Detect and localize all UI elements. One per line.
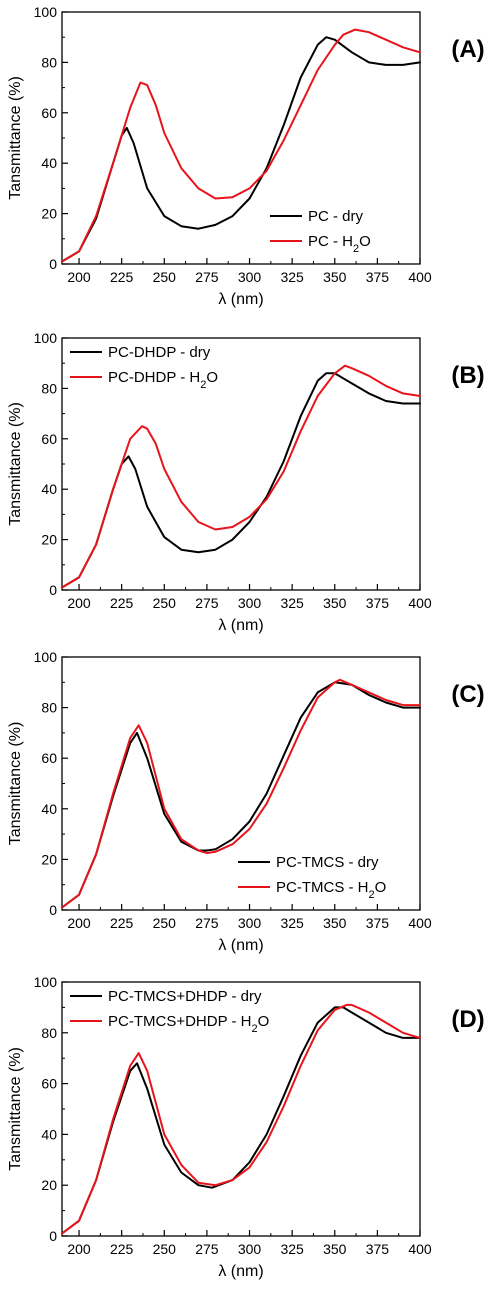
x-tick-label: 300 — [238, 269, 262, 285]
legend-label-2: PC-DHDP - H2O — [108, 369, 218, 391]
legend-label-1: PC - dry — [308, 208, 364, 225]
y-tick-label: 80 — [41, 700, 57, 716]
legend-label-1: PC-TMCS - dry — [276, 854, 379, 871]
x-tick-label: 300 — [238, 595, 262, 611]
x-tick-label: 325 — [280, 269, 304, 285]
x-tick-label: 325 — [280, 1241, 304, 1257]
plot-frame — [61, 11, 421, 265]
legend-label-2: PC-TMCS - H2O — [276, 879, 386, 901]
x-tick-label: 200 — [67, 1241, 91, 1257]
y-tick-label: 80 — [41, 54, 57, 70]
panel-label: (A) — [451, 36, 484, 63]
x-tick-label: 250 — [153, 915, 177, 931]
y-tick-label: 40 — [41, 155, 57, 171]
x-tick-label: 250 — [153, 269, 177, 285]
y-tick-label: 60 — [41, 1076, 57, 1092]
y-tick-label: 20 — [41, 206, 57, 222]
y-tick-label: 20 — [41, 1177, 57, 1193]
y-tick-label: 0 — [49, 256, 57, 272]
x-tick-label: 275 — [195, 915, 219, 931]
x-tick-label: 375 — [366, 1241, 390, 1257]
x-tick-label: 200 — [67, 269, 91, 285]
y-tick-label: 40 — [41, 801, 57, 817]
x-tick-label: 200 — [67, 595, 91, 611]
x-tick-label: 275 — [195, 595, 219, 611]
chart-panel-2: 200 225 250 275 300 325 350 375 400 0 20 40 60 80 100 λ… — [7, 330, 485, 634]
x-tick-label: 225 — [110, 269, 134, 285]
x-tick-label: 200 — [67, 915, 91, 931]
series-line-2 — [61, 678, 421, 909]
series-line-2 — [61, 364, 421, 589]
x-tick-label: 250 — [153, 1241, 177, 1257]
chart-panel-3: 200 225 250 275 300 325 350 375 400 0 20 40 60 80 100 λ… — [7, 649, 485, 954]
y-tick-label: 0 — [49, 902, 57, 918]
y-tick-label: 100 — [34, 974, 58, 990]
y-tick-label: 40 — [41, 481, 57, 497]
legend: PC-TMCS - dry PC-TMCS - H2O — [238, 854, 386, 901]
series-line-1 — [61, 681, 421, 909]
x-tick-label: 375 — [366, 269, 390, 285]
y-tick-label: 60 — [41, 105, 57, 121]
y-tick-label: 0 — [49, 582, 57, 598]
legend: PC-TMCS+DHDP - dry PC-TMCS+DHDP - H2O — [70, 988, 269, 1035]
x-tick-label: 300 — [238, 1241, 262, 1257]
series-line-1 — [61, 36, 421, 263]
x-tick-label: 225 — [110, 915, 134, 931]
series-line-2 — [61, 1003, 421, 1235]
x-tick-label: 275 — [195, 1241, 219, 1257]
x-tick-label: 250 — [153, 595, 177, 611]
x-tick-label: 225 — [110, 1241, 134, 1257]
x-tick-label: 400 — [408, 595, 432, 611]
legend-label-2: PC - H2O — [308, 233, 371, 255]
x-tick-label: 375 — [366, 915, 390, 931]
panel-label: (C) — [451, 681, 484, 708]
x-axis-title: λ (nm) — [218, 291, 263, 308]
legend-label-2: PC-TMCS+DHDP - H2O — [108, 1013, 269, 1035]
y-tick-label: 100 — [34, 649, 58, 665]
y-tick-label: 80 — [41, 380, 57, 396]
y-tick-label: 0 — [49, 1228, 57, 1244]
y-axis-title: Tansmittance (%) — [7, 722, 24, 846]
x-tick-label: 375 — [366, 595, 390, 611]
y-axis-title: Tansmittance (%) — [7, 402, 24, 526]
x-tick-label: 325 — [280, 915, 304, 931]
x-tick-label: 350 — [323, 1241, 347, 1257]
x-tick-label: 350 — [323, 915, 347, 931]
x-tick-label: 350 — [323, 595, 347, 611]
x-tick-label: 325 — [280, 595, 304, 611]
legend: PC - dry PC - H2O — [270, 208, 371, 255]
y-tick-label: 20 — [41, 851, 57, 867]
y-axis-title: Tansmittance (%) — [7, 1047, 24, 1171]
chart-panel-1: 200 225 250 275 300 325 350 375 400 0 20 40 60 80 100 λ… — [7, 4, 485, 308]
y-tick-label: 60 — [41, 431, 57, 447]
x-axis-title: λ (nm) — [218, 937, 263, 954]
x-axis-title: λ (nm) — [218, 1263, 263, 1280]
y-tick-label: 100 — [34, 4, 58, 20]
legend-label-1: PC-DHDP - dry — [108, 344, 211, 361]
x-tick-label: 400 — [408, 915, 432, 931]
legend-label-1: PC-TMCS+DHDP - dry — [108, 988, 262, 1005]
x-tick-label: 350 — [323, 269, 347, 285]
panel-label: (D) — [451, 1006, 484, 1033]
y-axis-title: Tansmittance (%) — [7, 76, 24, 200]
y-tick-label: 80 — [41, 1025, 57, 1041]
y-tick-label: 60 — [41, 750, 57, 766]
legend: PC-DHDP - dry PC-DHDP - H2O — [70, 344, 218, 391]
y-tick-label: 40 — [41, 1126, 57, 1142]
x-tick-label: 400 — [408, 1241, 432, 1257]
x-tick-label: 225 — [110, 595, 134, 611]
x-tick-label: 300 — [238, 915, 262, 931]
panel-label: (B) — [451, 362, 484, 389]
x-tick-label: 400 — [408, 269, 432, 285]
series-line-1 — [61, 1006, 421, 1235]
chart-panel-4: 200 225 250 275 300 325 350 375 400 0 20 40 60 80 100 λ… — [7, 974, 485, 1280]
y-tick-label: 100 — [34, 330, 58, 346]
series-line-2 — [61, 28, 421, 263]
y-tick-label: 20 — [41, 532, 57, 548]
x-axis-title: λ (nm) — [218, 617, 263, 634]
x-tick-label: 275 — [195, 269, 219, 285]
